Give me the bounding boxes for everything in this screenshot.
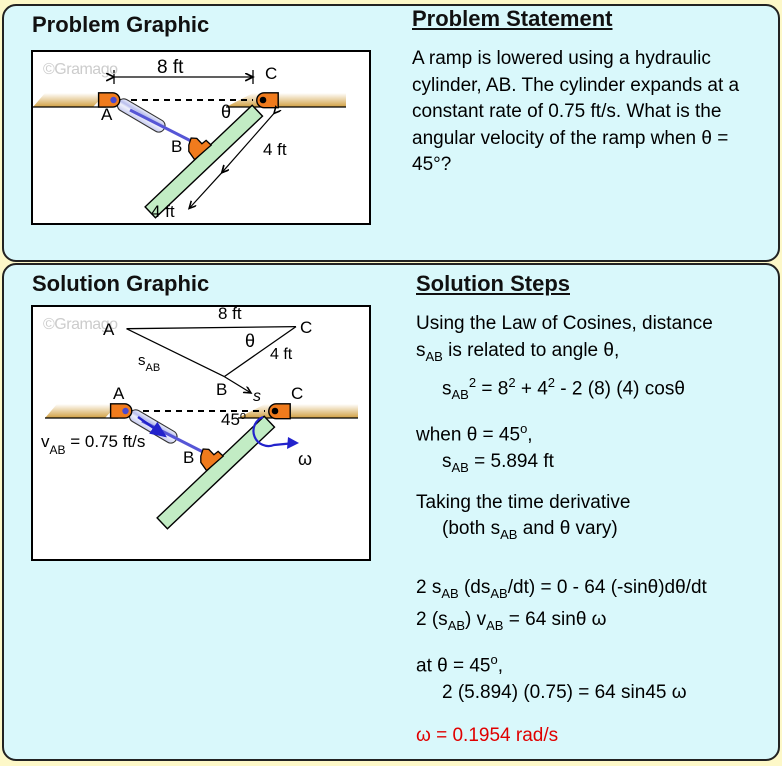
svg-text:sAB: sAB — [138, 352, 160, 374]
svg-text:B: B — [171, 137, 182, 156]
svg-text:A: A — [101, 105, 113, 124]
svg-text:A: A — [113, 384, 125, 403]
svg-text:C: C — [291, 384, 303, 403]
svg-text:A: A — [103, 320, 115, 339]
svg-text:4 ft: 4 ft — [270, 346, 293, 363]
svg-text:C: C — [300, 318, 312, 337]
svg-text:45o: 45o — [221, 410, 246, 429]
svg-text:B: B — [183, 448, 194, 467]
svg-text:C: C — [265, 64, 277, 83]
svg-text:s: s — [253, 388, 261, 405]
svg-text:θ: θ — [245, 331, 255, 351]
svg-text:θ: θ — [221, 102, 231, 122]
svg-text:4 ft: 4 ft — [263, 140, 287, 159]
svg-text:©Gramago: ©Gramago — [43, 61, 118, 78]
svg-text:8 ft: 8 ft — [157, 57, 184, 78]
svg-text:vAB = 0.75 ft/s: vAB = 0.75 ft/s — [41, 432, 145, 457]
svg-text:4 ft: 4 ft — [151, 202, 175, 221]
svg-text:ω: ω — [298, 449, 312, 469]
svg-text:8 ft: 8 ft — [218, 307, 242, 323]
svg-text:B: B — [216, 380, 227, 399]
